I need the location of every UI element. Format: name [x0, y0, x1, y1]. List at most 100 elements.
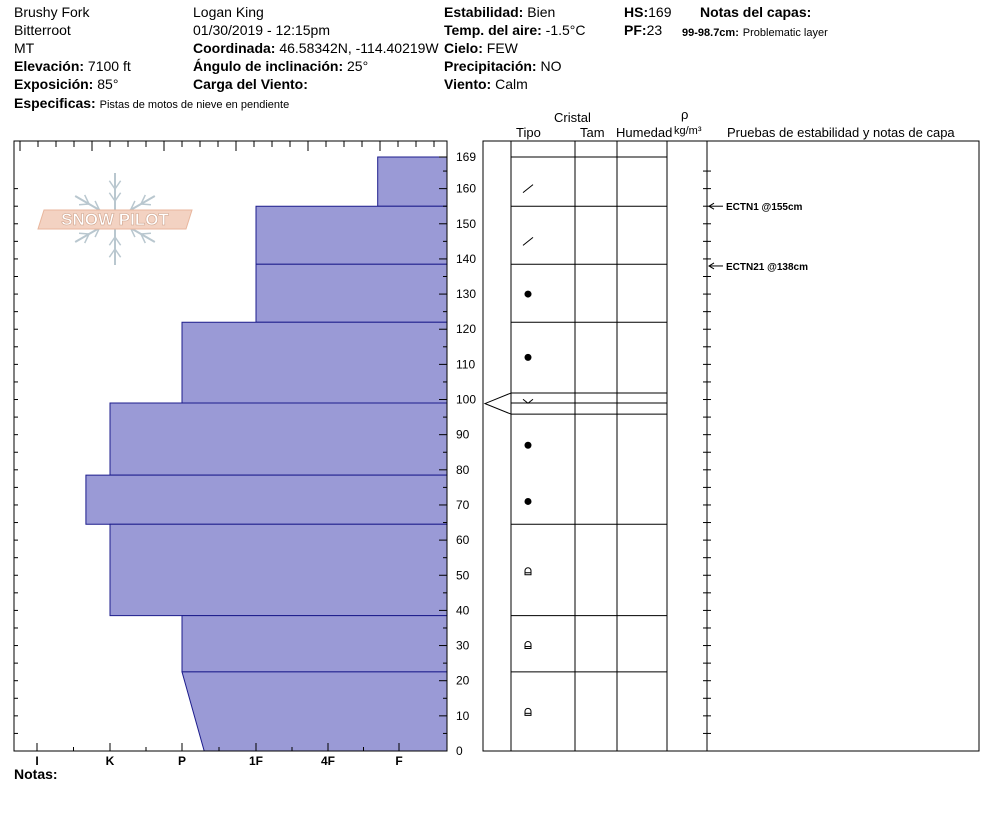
depth-tick-label: 0	[456, 744, 463, 758]
hardness-bars	[85, 156, 448, 752]
crystal-symbol-rounded	[524, 497, 532, 505]
snowflake-branch	[78, 232, 90, 235]
crystal-symbol-melt-form	[524, 707, 532, 716]
problem-layer-pointer	[483, 392, 512, 415]
hardness-layer	[181, 671, 448, 752]
snowflake-branch	[140, 203, 152, 206]
crystal-symbol-melt-form	[524, 641, 532, 650]
depth-tick-label: 50	[456, 568, 470, 582]
elevation-value: 7100 ft	[87, 58, 131, 74]
hardness-tick-label: P	[178, 754, 186, 768]
layer-note: 99-98.7cm: Problematic layer	[682, 23, 828, 41]
test-arrow-head	[708, 202, 715, 210]
hardness-layer	[109, 402, 448, 476]
tests-header: Pruebas de estabilidad y notas de capa	[727, 125, 955, 140]
crystal-symbol-surface-hoar	[522, 398, 534, 404]
depth-tick-label: 30	[456, 639, 470, 653]
snow-height-value: 169	[648, 4, 672, 20]
wind: Viento: Calm	[444, 76, 528, 92]
hardness-layer	[255, 205, 448, 265]
wind-label: Viento:	[444, 76, 492, 92]
crystal-symbol-melt-form	[524, 567, 532, 576]
depth-tick-label: 169	[456, 150, 476, 164]
snowflake-branch	[108, 236, 116, 246]
specifics: Especificas: Pistas de motos de nieve en…	[14, 95, 289, 113]
depth-tick-label: 130	[456, 287, 476, 301]
snowflake-branch	[129, 227, 136, 238]
elevation: Elevación: 7100 ft	[14, 58, 131, 74]
snowflake-branch	[84, 194, 90, 205]
observer-name: Logan King	[193, 4, 264, 20]
snowflake-branch	[140, 233, 146, 244]
snowflake-branch	[108, 192, 116, 202]
hardness-layer	[255, 263, 448, 323]
wind-load-label: Carga del Viento:	[193, 76, 308, 92]
snowflake-branch	[84, 233, 90, 244]
penetration-foot-value: 23	[646, 22, 663, 38]
stability-label: Estabilidad:	[444, 4, 524, 20]
crystal-table-frame	[482, 140, 980, 752]
air-temperature-value: -1.5°C	[545, 22, 586, 38]
coordinates: Coordinada: 46.58342N, -114.40219W	[193, 40, 439, 56]
wind-value: Calm	[495, 76, 528, 92]
depth-tick-label: 110	[456, 357, 475, 371]
snowflake-branch	[114, 180, 122, 190]
hardness-tick-label: I	[35, 754, 38, 768]
elevation-label: Elevación:	[14, 58, 85, 74]
crystal-symbol-rounded	[524, 353, 532, 361]
depth-tick-label: 60	[456, 533, 470, 547]
depth-tick-label: 40	[456, 603, 470, 617]
snowflake-branch	[114, 192, 122, 202]
moisture-header: Humedad	[616, 125, 673, 140]
depth-tick-label: 150	[456, 217, 476, 231]
snowflake-branch	[140, 194, 146, 205]
hardness-layer	[109, 523, 448, 617]
stability-value: Bien	[527, 4, 556, 20]
size-header: Tam	[580, 125, 605, 140]
crystal-symbol-rounded	[524, 290, 532, 298]
aspect-value: 85°	[97, 76, 119, 92]
sky-label: Cielo:	[444, 40, 483, 56]
air-temperature: Temp. del aire: -1.5°C	[444, 22, 586, 38]
precipitation-label: Precipitación:	[444, 58, 537, 74]
layer-notes-label: Notas del capas:	[700, 4, 812, 20]
precipitation: Precipitación: NO	[444, 58, 561, 74]
penetration-foot-label: PF:	[624, 22, 647, 38]
coordinates-label: Coordinada:	[193, 40, 276, 56]
wind-load: Carga del Viento:	[193, 76, 308, 92]
snowflake-branch	[129, 200, 136, 211]
sky-value: FEW	[486, 40, 518, 56]
depth-tick-label: 140	[456, 252, 476, 266]
stability-test-label: ECTN1 @155cm	[726, 202, 803, 213]
density-unit-header: kg/m³	[674, 125, 702, 137]
specifics-label: Especificas:	[14, 95, 96, 111]
depth-tick-label: 20	[456, 674, 470, 688]
hardness-layer	[181, 321, 448, 404]
hardness-tick-label: 1F	[249, 754, 263, 768]
logo-banner	[37, 209, 193, 230]
hardness-tick-label: F	[395, 754, 402, 768]
sky: Cielo: FEW	[444, 40, 518, 56]
depth-tick-label: 90	[456, 428, 470, 442]
hardness-layer	[181, 615, 448, 673]
stability: Estabilidad: Bien	[444, 4, 555, 20]
range-name: Bitterroot	[14, 22, 71, 38]
crystal-header: Cristal	[554, 110, 591, 125]
crystal-symbol-precip	[522, 236, 534, 246]
state-name: MT	[14, 40, 35, 56]
specifics-value: Pistas de motos de nieve en pendiente	[99, 99, 290, 111]
layer-note-text: Problematic layer	[742, 27, 828, 39]
snowflake-branch	[78, 203, 90, 206]
notes-label: Notas:	[14, 766, 58, 782]
hardness-tick-label: K	[106, 754, 115, 768]
test-arrow-head	[708, 262, 715, 270]
snowflake-branch	[94, 227, 101, 238]
rho-header: ρ	[681, 107, 689, 122]
snowflake-branch	[114, 236, 122, 246]
hardness-layer	[85, 474, 448, 525]
location-name: Brushy Fork	[14, 4, 90, 20]
coordinates-value: 46.58342N, -114.40219W	[279, 40, 439, 56]
crystal-symbol-precip	[522, 184, 534, 194]
hardness-plot-frame	[13, 140, 448, 752]
